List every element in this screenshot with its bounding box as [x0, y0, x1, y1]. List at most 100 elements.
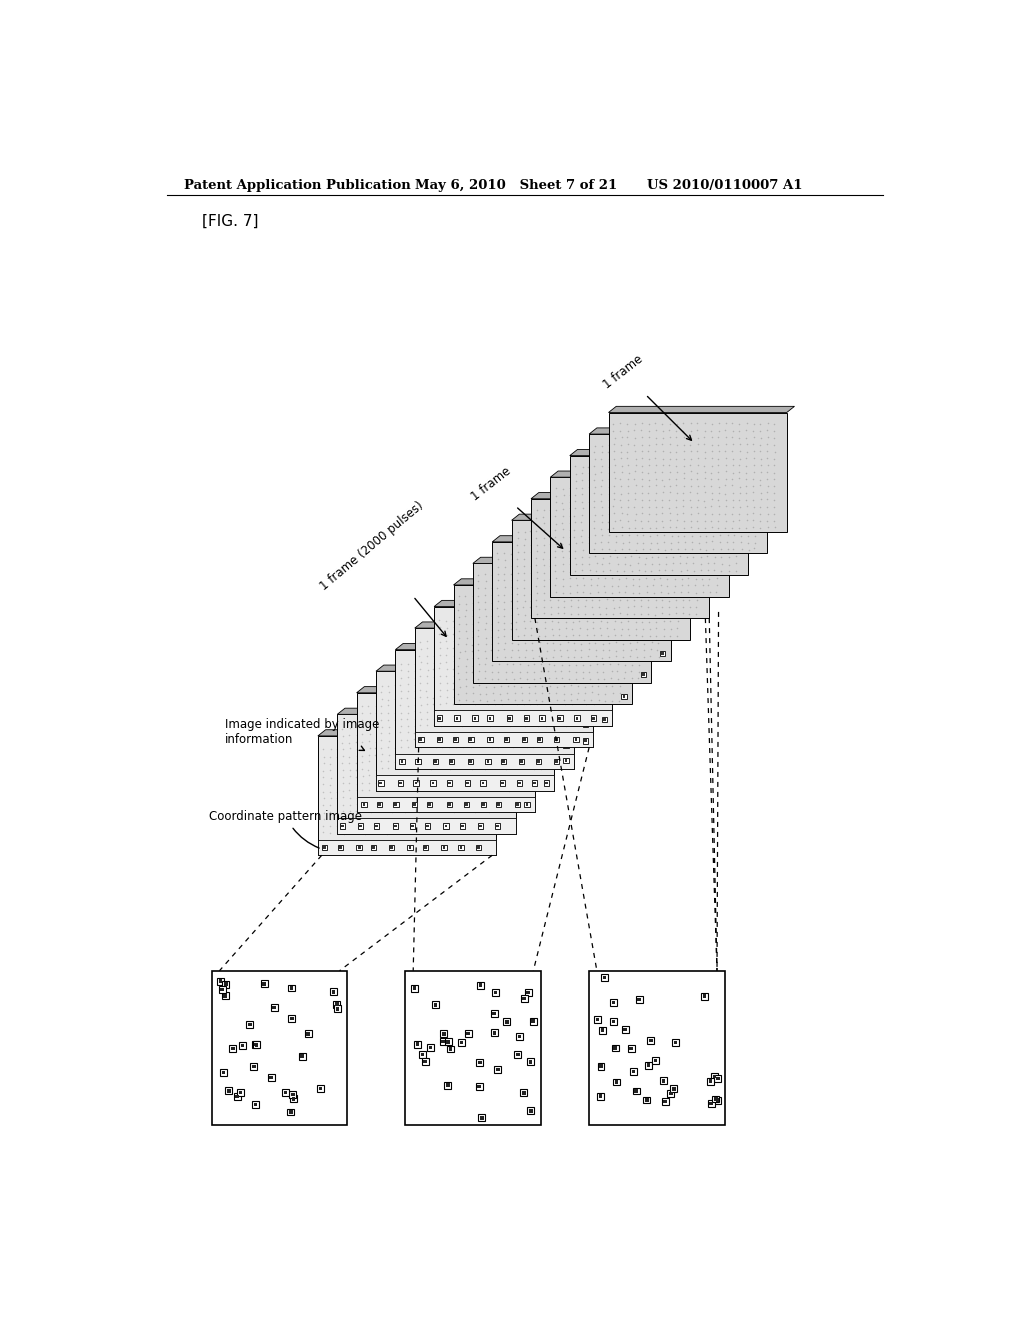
Bar	[544, 678, 549, 684]
Bar	[545, 696, 548, 698]
Bar	[714, 1097, 721, 1104]
Bar	[465, 803, 468, 805]
Bar	[488, 738, 492, 741]
Bar	[334, 1006, 341, 1012]
Bar	[222, 981, 229, 987]
Bar	[430, 780, 436, 785]
Bar	[488, 717, 492, 719]
Bar	[398, 780, 403, 785]
Bar	[624, 1028, 627, 1031]
Bar	[442, 846, 445, 849]
Bar	[702, 994, 707, 998]
Bar	[434, 710, 612, 726]
Bar	[417, 760, 420, 763]
Bar	[602, 698, 607, 704]
Bar	[304, 1031, 311, 1038]
Bar	[482, 803, 485, 805]
Text: May 6, 2010   Sheet 7 of 21: May 6, 2010 Sheet 7 of 21	[415, 180, 617, 193]
Bar	[602, 664, 607, 669]
Bar	[584, 722, 587, 725]
Bar	[674, 1041, 678, 1044]
Bar	[584, 638, 587, 640]
Bar	[633, 1088, 640, 1094]
Bar	[394, 825, 397, 828]
Bar	[449, 781, 451, 784]
Bar	[516, 1052, 519, 1056]
Polygon shape	[608, 407, 795, 412]
Polygon shape	[569, 449, 756, 455]
Bar	[660, 601, 666, 606]
Bar	[662, 635, 665, 638]
Bar	[317, 737, 496, 855]
Bar	[564, 693, 567, 696]
Bar	[444, 1039, 452, 1045]
Bar	[602, 648, 607, 653]
Bar	[636, 997, 643, 1003]
Bar	[529, 1060, 532, 1064]
Bar	[642, 605, 645, 607]
Bar	[623, 677, 626, 680]
Bar	[524, 717, 529, 722]
Bar	[412, 801, 417, 807]
Bar	[632, 1071, 636, 1073]
Bar	[603, 615, 606, 618]
Bar	[603, 975, 606, 979]
Bar	[356, 845, 361, 850]
Bar	[322, 845, 328, 850]
Bar	[225, 1088, 232, 1094]
Text: 1 frame: 1 frame	[601, 352, 691, 441]
Bar	[544, 694, 549, 700]
Bar	[519, 759, 524, 764]
Bar	[518, 1035, 521, 1039]
Bar	[623, 663, 626, 665]
Bar	[635, 1089, 638, 1093]
Bar	[496, 825, 499, 828]
Bar	[550, 477, 729, 597]
Text: Patent Application Publication: Patent Application Publication	[183, 180, 411, 193]
Bar	[598, 1063, 604, 1069]
Bar	[444, 1081, 452, 1089]
Bar	[500, 780, 506, 785]
Bar	[642, 639, 645, 642]
Bar	[591, 715, 596, 721]
Bar	[446, 780, 453, 785]
Bar	[421, 1053, 424, 1056]
Bar	[446, 1084, 450, 1086]
Bar	[306, 1032, 310, 1035]
Bar	[545, 731, 548, 734]
Bar	[289, 1090, 296, 1098]
Polygon shape	[317, 730, 504, 737]
Bar	[652, 1057, 658, 1064]
Polygon shape	[356, 686, 543, 693]
Bar	[647, 1036, 654, 1044]
Bar	[517, 780, 522, 785]
Bar	[414, 780, 419, 785]
Bar	[522, 997, 526, 1001]
Bar	[583, 704, 588, 709]
Bar	[501, 759, 506, 764]
Bar	[289, 1110, 293, 1114]
Bar	[233, 1093, 241, 1100]
Polygon shape	[589, 428, 775, 434]
Bar	[662, 583, 665, 586]
Polygon shape	[550, 471, 736, 478]
Bar	[494, 991, 498, 994]
Bar	[252, 1101, 259, 1109]
Bar	[477, 846, 479, 849]
Bar	[660, 634, 666, 639]
Bar	[713, 1074, 716, 1078]
Bar	[229, 1045, 237, 1052]
Bar	[438, 717, 441, 719]
Bar	[376, 775, 554, 791]
Bar	[449, 803, 451, 805]
Bar	[317, 1085, 324, 1092]
Bar	[220, 989, 224, 991]
Bar	[615, 1080, 618, 1084]
Bar	[603, 649, 606, 652]
Bar	[645, 1098, 648, 1102]
Bar	[668, 1090, 675, 1097]
Bar	[318, 1086, 323, 1090]
Bar	[446, 801, 453, 807]
Bar	[525, 804, 528, 807]
Bar	[291, 1093, 295, 1096]
